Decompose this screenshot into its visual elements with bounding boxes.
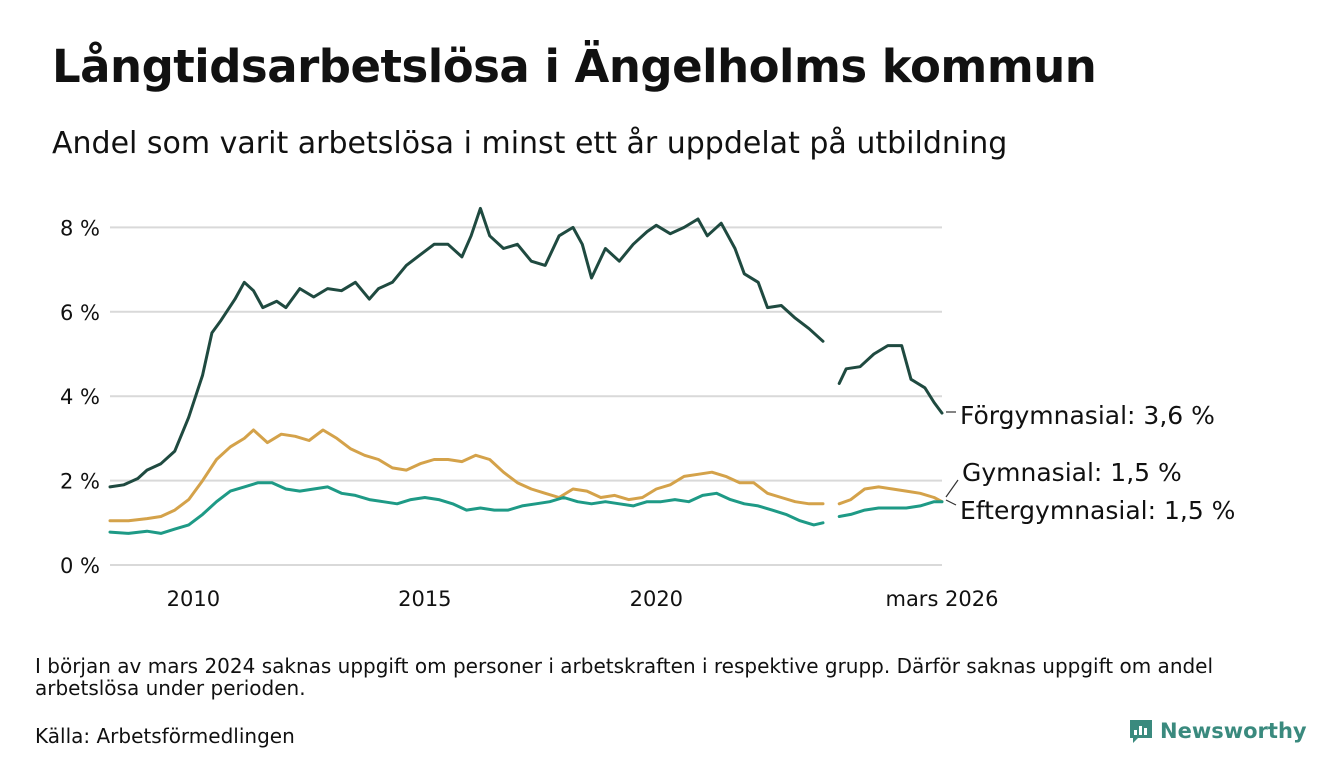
series-label-gymnasial: Gymnasial: 1,5 % [962, 458, 1182, 487]
series-line-gymnasial [108, 428, 825, 523]
y-axis-ticks: 0 % 2 % 4 % 6 % 8 % [60, 216, 100, 578]
x-tick-label: 2015 [398, 587, 451, 611]
series-line-eftergymnasial [108, 481, 825, 535]
series-labels: Förgymnasial: 3,6 % Gymnasial: 1,5 % Efter… [945, 401, 1235, 525]
x-tick-label: 2020 [630, 587, 683, 611]
gridlines [110, 226, 942, 566]
x-axis-ticks: 2010 2015 2020 mars 2026 [167, 587, 999, 611]
y-tick-label: 6 % [60, 301, 100, 325]
source-text: Källa: Arbetsförmedlingen [35, 724, 295, 748]
series-line-forgymnasial [108, 206, 825, 489]
newsworthy-logo[interactable]: Newsworthy [1128, 718, 1307, 744]
chart-title: Långtidsarbetslösa i Ängelholms kommun [52, 40, 1097, 93]
series-line-gymnasial [837, 485, 944, 506]
y-tick-label: 4 % [60, 385, 100, 409]
y-tick-label: 0 % [60, 554, 100, 578]
label-leader-gymnasial [945, 479, 959, 498]
newsworthy-logo-icon [1130, 720, 1152, 743]
series-label-forgymnasial: Förgymnasial: 3,6 % [960, 401, 1215, 430]
brand-name: Newsworthy [1160, 719, 1307, 743]
line-chart: 0 % 2 % 4 % 6 % 8 % 2010 2015 2020 mars 2026 Fö… [60, 206, 1235, 611]
chart-subtitle: Andel som varit arbetslösa i minst ett å… [52, 126, 1008, 161]
y-tick-label: 2 % [60, 470, 100, 494]
x-tick-label: 2010 [167, 587, 220, 611]
footnote: I början av mars 2024 saknas uppgift om … [35, 654, 1214, 700]
x-tick-label: mars 2026 [885, 587, 998, 611]
series-lines [108, 206, 944, 535]
series-line-forgymnasial [837, 344, 944, 415]
series-line-eftergymnasial [837, 500, 944, 518]
y-tick-label: 8 % [60, 216, 100, 240]
label-leader-eftergymnasial [945, 499, 957, 506]
series-label-eftergymnasial: Eftergymnasial: 1,5 % [960, 496, 1235, 525]
